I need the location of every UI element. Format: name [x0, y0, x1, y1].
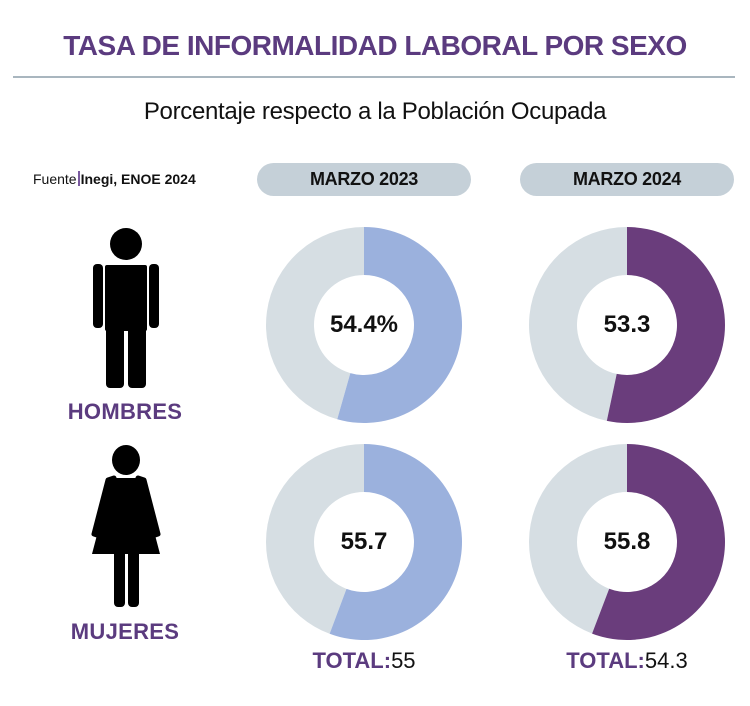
donut-value-label: 54.4%	[329, 311, 399, 338]
column-header-2024: MARZO 2024	[520, 163, 734, 196]
donut-svg	[529, 444, 725, 640]
donut-remainder-slice	[266, 444, 364, 634]
donut-remainder-slice	[529, 227, 627, 421]
row-label-mujeres: MUJERES	[70, 619, 180, 644]
total-value: 55	[391, 648, 416, 673]
column-header-2023: MARZO 2023	[257, 163, 471, 196]
donut-svg	[529, 227, 726, 423]
man-icon	[93, 228, 159, 388]
total-label: TOTAL:	[566, 648, 645, 673]
donut-value-slice	[606, 227, 726, 423]
row-label-hombres: HOMBRES	[67, 399, 183, 424]
donut-svg	[266, 444, 463, 640]
donut-value-label: 55.7	[340, 528, 388, 555]
donut-value-label: 53.3	[603, 311, 651, 338]
woman-icon	[91, 445, 161, 607]
source-separator	[77, 171, 80, 186]
total-2024: TOTAL:54.3	[520, 648, 734, 674]
donut-2024-mujeres: 55.8	[527, 442, 727, 642]
donut-2023-mujeres: 55.7	[264, 442, 464, 642]
donut-value-slice	[592, 444, 725, 640]
total-label: TOTAL:	[312, 648, 392, 673]
source-label: Fuente	[33, 171, 77, 187]
chart-subtitle: Porcentaje respecto a la Población Ocupa…	[143, 98, 607, 125]
donut-remainder-slice	[266, 227, 364, 420]
chart-title: TASA DE INFORMALIDAD LABORAL POR SEXO	[63, 30, 687, 61]
total-2023: TOTAL:55	[257, 648, 471, 674]
donut-value-slice	[337, 227, 462, 423]
total-value: 54.3	[644, 648, 688, 673]
donut-2023-hombres: 54.4%	[264, 225, 464, 425]
donut-value-slice	[329, 444, 463, 640]
source-note: Fuente Inegi, ENOE 2024	[33, 171, 196, 187]
donut-value-label: 55.8	[603, 528, 651, 555]
donut-remainder-slice	[529, 444, 627, 634]
donut-2024-hombres: 53.3	[527, 225, 727, 425]
title-divider	[13, 76, 735, 78]
source-value: Inegi, ENOE 2024	[80, 171, 196, 187]
donut-svg	[266, 227, 462, 423]
